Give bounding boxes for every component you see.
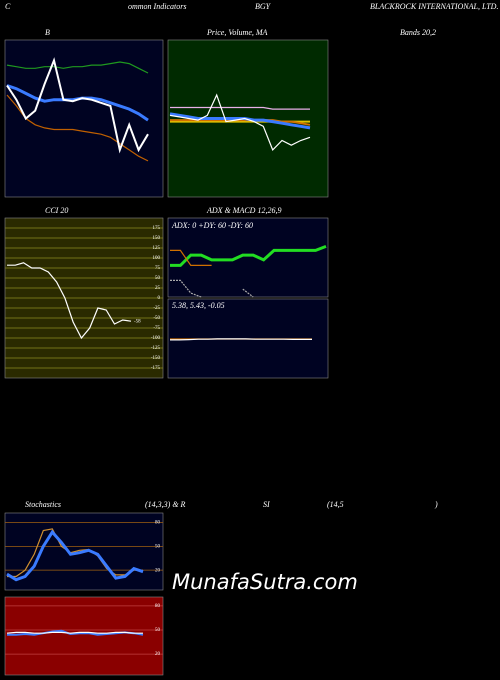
series-line <box>169 112 311 130</box>
chart-subtitle: (14,3,3) & R <box>145 500 186 509</box>
chart-title: B <box>45 28 50 37</box>
y-tick-label: 100 <box>153 256 161 261</box>
series-line <box>170 249 212 266</box>
series-line <box>170 279 254 298</box>
y-tick-label: 50 <box>155 544 161 549</box>
series-line <box>169 93 311 151</box>
y-tick-label: -150 <box>151 356 161 361</box>
series-line <box>7 528 143 578</box>
header-symbol: BGY <box>255 2 272 11</box>
y-tick-label: 175 <box>153 226 161 231</box>
chart-subtitle: (14,5 <box>327 500 344 509</box>
chart-title: Price, Volume, MA <box>206 28 268 37</box>
y-tick-label: 50 <box>155 276 161 281</box>
y-tick-label: 75 <box>155 266 161 271</box>
y-tick-label: 150 <box>153 236 161 241</box>
chart-title: Stochastics <box>25 500 61 509</box>
header-c: C <box>5 2 11 11</box>
y-tick-label: 125 <box>153 246 161 251</box>
chart-subtitle: Bands 20,2 <box>400 28 436 37</box>
chart-annotation: 5.38, 5.43, -0.05 <box>172 301 225 310</box>
header-name: BLACKROCK INTERNATIONAL, LTD. Munafa <box>370 2 500 11</box>
panel <box>4 39 164 198</box>
y-tick-label: 80 <box>155 604 161 609</box>
series-line <box>6 61 149 74</box>
y-tick-label: -50 <box>153 316 160 321</box>
y-tick-label: -25 <box>153 306 160 311</box>
series-line <box>170 338 312 341</box>
y-tick-label: 20 <box>155 568 161 573</box>
series-line <box>7 262 132 340</box>
chart-note: ) <box>434 500 438 509</box>
series-line <box>6 529 144 582</box>
chart-annotation: ADX: 0 +DY: 60 -DY: 60 <box>171 221 253 230</box>
y-tick-label: 25 <box>155 286 161 291</box>
chart-title: SI <box>263 500 270 509</box>
series-line <box>170 106 310 110</box>
panel <box>4 596 164 676</box>
y-tick-label: -75 <box>153 326 160 331</box>
series-line <box>170 244 327 267</box>
watermark: MunafaSutra.com <box>172 570 358 594</box>
y-tick-label: 50 <box>155 628 161 633</box>
y-tick-label: -125 <box>151 346 161 351</box>
panel <box>167 217 329 298</box>
last-value-label: -58 <box>134 319 141 324</box>
y-tick-label: 20 <box>155 652 161 657</box>
y-tick-label: -100 <box>151 336 161 341</box>
y-tick-label: 80 <box>155 521 161 526</box>
header-indicators: ommon Indicators <box>128 2 186 11</box>
chart-title: CCI 20 <box>45 206 68 215</box>
chart-title: ADX & MACD 12,26,9 <box>206 206 281 215</box>
y-tick-label: 0 <box>158 296 161 301</box>
series-line <box>6 94 149 162</box>
series-line <box>170 119 311 126</box>
y-tick-label: -175 <box>151 366 161 371</box>
series-line <box>6 57 149 154</box>
series-line <box>6 631 143 634</box>
